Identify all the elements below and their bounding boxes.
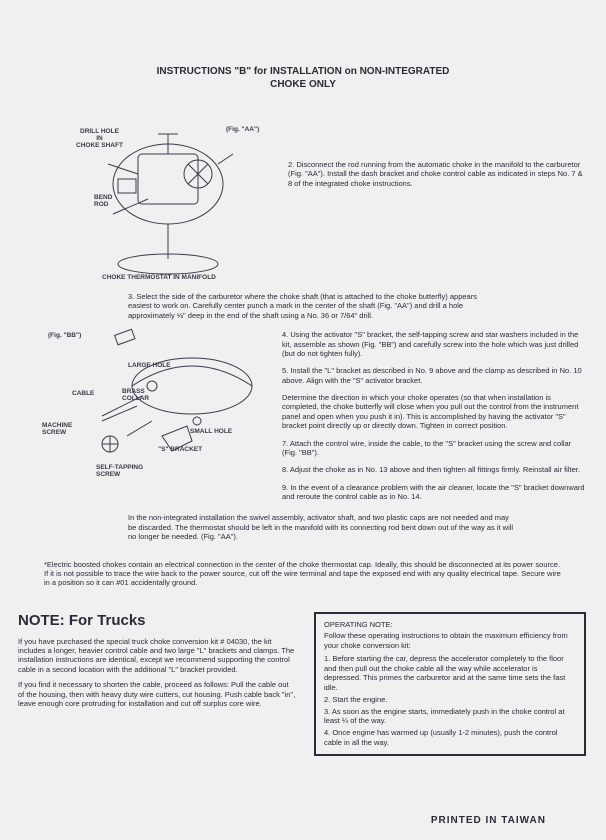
operating-s2: 2. Start the engine.: [324, 695, 576, 705]
printed-in-taiwan: PRINTED IN TAIWAN: [431, 815, 546, 826]
closing-text: In the non-integrated installation the s…: [128, 513, 518, 541]
diagram-bb-svg: [42, 326, 272, 496]
label-machine-screw: MACHINE SCREW: [42, 422, 72, 436]
label-self-tapping: SELF-TAPPING SCREW: [96, 464, 143, 478]
trucks-p2: If you find it necessary to shorten the …: [18, 680, 296, 708]
steps-col: 4. Using the activator "S" bracket, the …: [282, 326, 588, 509]
label-brass-collar: BRASS COLLAR: [122, 388, 149, 402]
label-drill-hole-text: DRILL HOLE IN CHOKE SHAFT: [76, 128, 123, 149]
step3-text: 3. Select the side of the carburetor whe…: [128, 292, 498, 320]
label-large-hole: LARGE HOLE: [128, 362, 171, 369]
title-line2: CHOKE ONLY: [18, 79, 588, 90]
label-bend-rod-text: BEND ROD: [94, 194, 112, 208]
operating-note-box: OPERATING NOTE: Follow these operating i…: [314, 612, 586, 756]
trucks-p1: If you have purchased the special truck …: [18, 637, 296, 675]
page: INSTRUCTIONS "B" for INSTALLATION on NON…: [0, 0, 606, 840]
label-s-bracket: "S" BRACKET: [158, 446, 202, 453]
bottom-row: NOTE: For Trucks If you have purchased t…: [18, 612, 588, 756]
mid-row: (Fig. "BB") LARGE HOLE CABLE BRASS COLLA…: [18, 326, 588, 509]
label-drill-hole: DRILL HOLE IN CHOKE SHAFT: [76, 128, 123, 149]
operating-title: OPERATING NOTE:: [324, 620, 576, 630]
diagram-aa-svg: [18, 94, 278, 284]
operating-intro: Follow these operating instructions to o…: [324, 631, 576, 651]
step4-text: 4. Using the activator "S" bracket, the …: [282, 330, 588, 358]
operating-s3: 3. As soon as the engine starts, immedia…: [324, 707, 576, 727]
diagram-aa: DRILL HOLE IN CHOKE SHAFT (Fig. "AA") BE…: [18, 94, 278, 284]
operating-s4: 4. Once engine has warmed up (usually 1-…: [324, 728, 576, 748]
label-bend-rod: BEND ROD: [94, 194, 112, 208]
top-row: DRILL HOLE IN CHOKE SHAFT (Fig. "AA") BE…: [18, 94, 588, 284]
step2-text: 2. Disconnect the rod running from the a…: [288, 160, 588, 188]
footnote-text: *Electric boosted chokes contain an elec…: [44, 560, 562, 588]
diagram-bb: (Fig. "BB") LARGE HOLE CABLE BRASS COLLA…: [42, 326, 272, 496]
step8-text: 8. Adjust the choke as in No. 13 above a…: [282, 465, 588, 474]
title-line1: INSTRUCTIONS "B" for INSTALLATION on NON…: [157, 66, 450, 77]
step6-text: Determine the direction in which your ch…: [282, 393, 588, 431]
label-thermostat: CHOKE THERMOSTAT IN MANIFOLD: [102, 274, 216, 281]
step9-text: 9. In the event of a clearance problem w…: [282, 483, 588, 502]
step2-col: 2. Disconnect the rod running from the a…: [288, 94, 588, 284]
label-small-hole: SMALL HOLE: [190, 428, 232, 435]
label-cable: CABLE: [72, 390, 94, 397]
trucks-note: NOTE: For Trucks If you have purchased t…: [18, 612, 296, 756]
document-title: INSTRUCTIONS "B" for INSTALLATION on NON…: [18, 66, 588, 90]
operating-s1: 1. Before starting the car, depress the …: [324, 654, 576, 693]
step7-text: 7. Attach the control wire, inside the c…: [282, 439, 588, 458]
label-fig-bb: (Fig. "BB"): [48, 332, 81, 339]
label-fig-aa: (Fig. "AA"): [226, 126, 259, 133]
trucks-heading: NOTE: For Trucks: [18, 612, 296, 629]
step5-text: 5. Install the "L" bracket as described …: [282, 366, 588, 385]
